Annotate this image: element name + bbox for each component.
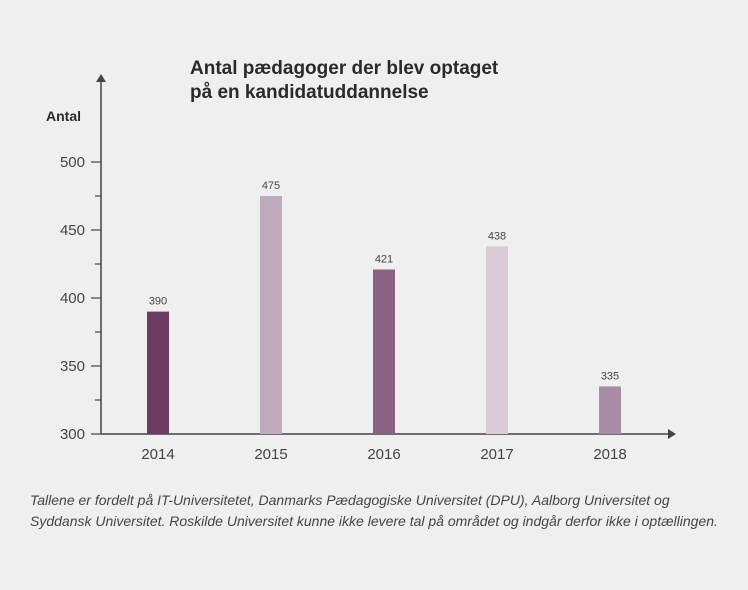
y-tick-label: 350 xyxy=(60,358,85,375)
bar-2018 xyxy=(599,386,621,434)
bar-2016 xyxy=(373,269,395,434)
data-label-2018: 335 xyxy=(601,370,619,382)
bar-2015 xyxy=(260,196,282,434)
y-axis-arrow xyxy=(96,74,106,82)
x-axis-arrow xyxy=(668,429,676,439)
data-label-2017: 438 xyxy=(488,230,506,242)
x-tick-label-2017: 2017 xyxy=(480,446,513,463)
y-tick-label: 300 xyxy=(60,426,85,443)
y-tick-label: 450 xyxy=(60,222,85,239)
data-label-2015: 475 xyxy=(262,180,280,192)
data-label-2016: 421 xyxy=(375,253,393,265)
bar-2014 xyxy=(147,311,169,434)
chart-title-line-2: på en kandidatuddannelse xyxy=(190,82,429,103)
y-tick-label: 400 xyxy=(60,290,85,307)
y-tick-label: 500 xyxy=(60,154,85,171)
chart-footnote: Tallene er fordelt på IT-Universitetet, … xyxy=(30,492,718,529)
data-label-2014: 390 xyxy=(149,296,167,308)
plot-area: 300 350 400 450 500 390 2014 475 2015 421 2016 438 2… xyxy=(60,74,676,463)
bar-2017 xyxy=(486,246,508,434)
x-tick-label-2016: 2016 xyxy=(367,446,400,463)
chart-title-line-1: Antal pædagoger der blev optaget xyxy=(190,58,499,79)
x-tick-label-2015: 2015 xyxy=(254,446,287,463)
x-tick-label-2018: 2018 xyxy=(593,446,626,463)
y-axis-label: Antal xyxy=(46,108,81,124)
x-tick-label-2014: 2014 xyxy=(141,446,174,463)
